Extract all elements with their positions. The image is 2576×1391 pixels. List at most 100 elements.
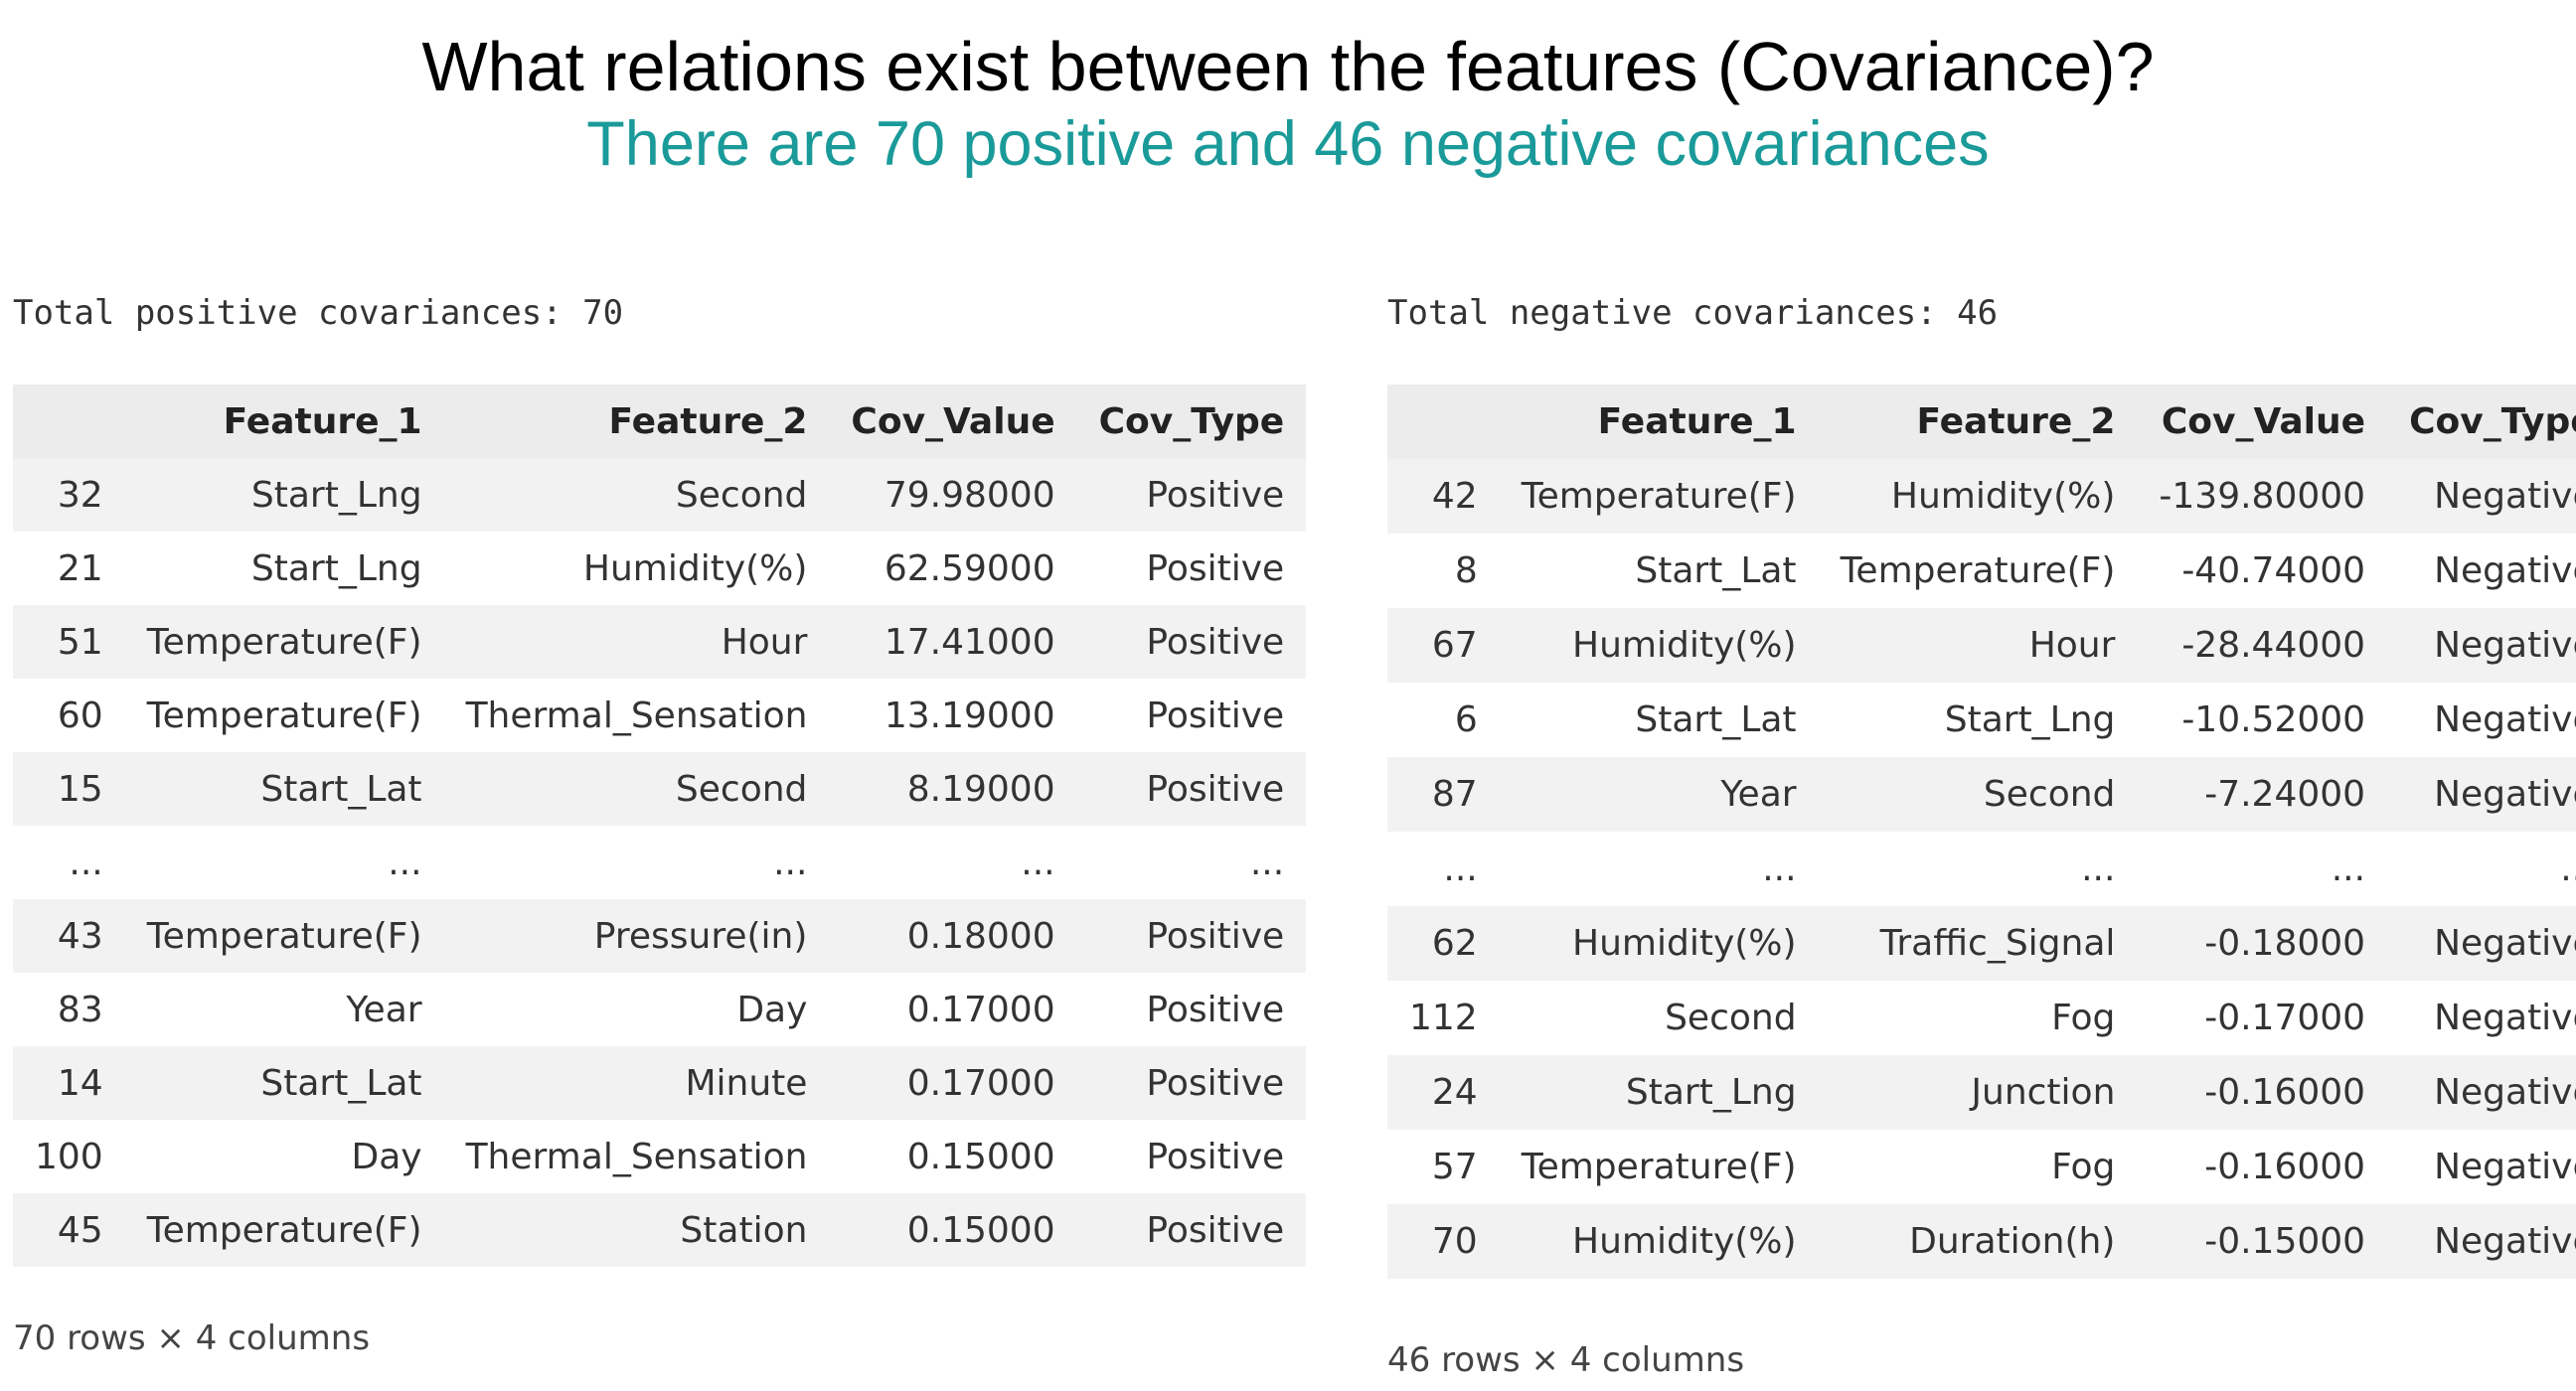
slide-subtitle: There are 70 positive and 46 negative co… xyxy=(586,109,1990,179)
cov-type-cell: Negative xyxy=(2387,981,2576,1055)
table-row: 45 Temperature(F) Station 0.15000 Positive xyxy=(13,1193,1307,1267)
table-row: 51 Temperature(F) Hour 17.41000 Positive xyxy=(13,605,1307,679)
table-row: 60 Temperature(F) Thermal_Sensation 13.1900… xyxy=(13,679,1307,752)
row-index: 8 xyxy=(1387,534,1500,608)
cov-type-cell: ... xyxy=(2387,832,2576,906)
cov-type-cell: Positive xyxy=(1076,1120,1307,1193)
row-index: 21 xyxy=(13,532,125,605)
row-index: 67 xyxy=(1387,608,1500,683)
cov-value-cell: -40.74000 xyxy=(2137,534,2388,608)
feature-1-cell: Start_Lat xyxy=(124,1046,444,1120)
cov-type-cell: Negative xyxy=(2387,534,2576,608)
negative-covariance-table: Feature_1 Feature_2 Cov_Value Cov_Type 4… xyxy=(1387,385,2576,1279)
table-row: ............... xyxy=(13,826,1307,899)
feature-1-cell: Temperature(F) xyxy=(1499,459,1819,534)
feature-1-cell: Start_Lng xyxy=(124,532,444,605)
feature-2-cell: Hour xyxy=(443,605,830,679)
cov-type-cell: Negative xyxy=(2387,757,2576,832)
slide-title: What relations exist between the feature… xyxy=(421,28,2155,105)
row-index: 100 xyxy=(13,1120,125,1193)
cov-value-cell: 8.19000 xyxy=(829,752,1077,826)
cov-type-cell: Positive xyxy=(1076,532,1307,605)
cov-value-cell: 17.41000 xyxy=(829,605,1077,679)
negative-covariance-panel: Total negative covariances: 46 Feature_1… xyxy=(1387,288,2576,1380)
cov-type-cell: Positive xyxy=(1076,973,1307,1046)
cov-value-cell: ... xyxy=(829,826,1077,899)
cov-value-cell: -0.16000 xyxy=(2137,1055,2388,1130)
feature-1-cell: ... xyxy=(124,826,444,899)
table-row: ............... xyxy=(1387,832,2576,906)
feature-1-cell: Humidity(%) xyxy=(1499,906,1819,981)
table-row: 15 Start_Lat Second 8.19000 Positive xyxy=(13,752,1307,826)
feature-1-cell: Start_Lat xyxy=(1499,683,1819,757)
feature-1-header: Feature_1 xyxy=(1499,385,1819,459)
table-row: 100 Day Thermal_Sensation 0.15000 Positive xyxy=(13,1120,1307,1193)
cov-type-cell: ... xyxy=(1076,826,1307,899)
cov-value-cell: -0.15000 xyxy=(2137,1204,2388,1279)
table-row: 62 Humidity(%) Traffic_Signal -0.18000 Negat… xyxy=(1387,906,2576,981)
cov-value-cell: 62.59000 xyxy=(829,532,1077,605)
feature-2-header: Feature_2 xyxy=(1818,385,2138,459)
negative-total-label: Total negative covariances: 46 xyxy=(1387,293,1999,333)
row-index: ... xyxy=(13,826,125,899)
feature-2-cell: Fog xyxy=(1818,981,2138,1055)
feature-1-cell: Humidity(%) xyxy=(1499,608,1819,683)
cov-value-cell: -139.80000 xyxy=(2137,459,2388,534)
cov-value-cell: -0.18000 xyxy=(2137,906,2388,981)
feature-2-cell: Duration(h) xyxy=(1818,1204,2138,1279)
cov-type-cell: Negative xyxy=(2387,459,2576,534)
cov-value-cell: -7.24000 xyxy=(2137,757,2388,832)
feature-2-cell: Second xyxy=(1818,757,2138,832)
row-index: ... xyxy=(1387,832,1500,906)
cov-type-cell: Negative xyxy=(2387,1055,2576,1130)
table-row: 43 Temperature(F) Pressure(in) 0.18000 Posit… xyxy=(13,899,1307,973)
feature-2-cell: Second xyxy=(443,752,830,826)
feature-2-cell: Second xyxy=(443,458,830,532)
positive-total-label: Total positive covariances: 70 xyxy=(13,293,624,333)
feature-1-cell: Temperature(F) xyxy=(124,1193,444,1267)
row-index: 87 xyxy=(1387,757,1500,832)
cov-value-header: Cov_Value xyxy=(2137,385,2388,459)
index-header xyxy=(1387,385,1500,459)
cov-value-cell: ... xyxy=(2137,832,2388,906)
feature-1-cell: Temperature(F) xyxy=(1499,1130,1819,1204)
feature-1-cell: Start_Lat xyxy=(1499,534,1819,608)
cov-value-cell: 0.17000 xyxy=(829,1046,1077,1120)
cov-value-cell: 13.19000 xyxy=(829,679,1077,752)
table-row: 8 Start_Lat Temperature(F) -40.74000 Negativ… xyxy=(1387,534,2576,608)
feature-2-cell: Minute xyxy=(443,1046,830,1120)
feature-2-cell: Thermal_Sensation xyxy=(443,679,830,752)
cov-type-cell: Negative xyxy=(2387,906,2576,981)
table-row: 14 Start_Lat Minute 0.17000 Positive xyxy=(13,1046,1307,1120)
feature-1-cell: Year xyxy=(124,973,444,1046)
feature-1-cell: ... xyxy=(1499,832,1819,906)
cov-value-cell: 0.17000 xyxy=(829,973,1077,1046)
positive-covariance-panel: Total positive covariances: 70 Feature_1… xyxy=(13,288,1307,1358)
table-header-row: Feature_1 Feature_2 Cov_Value Cov_Type xyxy=(1387,385,2576,459)
row-index: 60 xyxy=(13,679,125,752)
cov-type-cell: Negative xyxy=(2387,683,2576,757)
feature-2-cell: Day xyxy=(443,973,830,1046)
row-index: 6 xyxy=(1387,683,1500,757)
row-index: 112 xyxy=(1387,981,1500,1055)
table-row: 42 Temperature(F) Humidity(%) -139.80000 Neg… xyxy=(1387,459,2576,534)
feature-1-cell: Start_Lng xyxy=(1499,1055,1819,1130)
index-header xyxy=(13,385,125,458)
row-index: 45 xyxy=(13,1193,125,1267)
feature-1-cell: Start_Lng xyxy=(124,458,444,532)
cov-value-cell: 0.18000 xyxy=(829,899,1077,973)
row-index: 62 xyxy=(1387,906,1500,981)
cov-value-cell: -0.17000 xyxy=(2137,981,2388,1055)
feature-1-cell: Year xyxy=(1499,757,1819,832)
row-index: 43 xyxy=(13,899,125,973)
cov-value-cell: -28.44000 xyxy=(2137,608,2388,683)
cov-type-header: Cov_Type xyxy=(1076,385,1307,458)
